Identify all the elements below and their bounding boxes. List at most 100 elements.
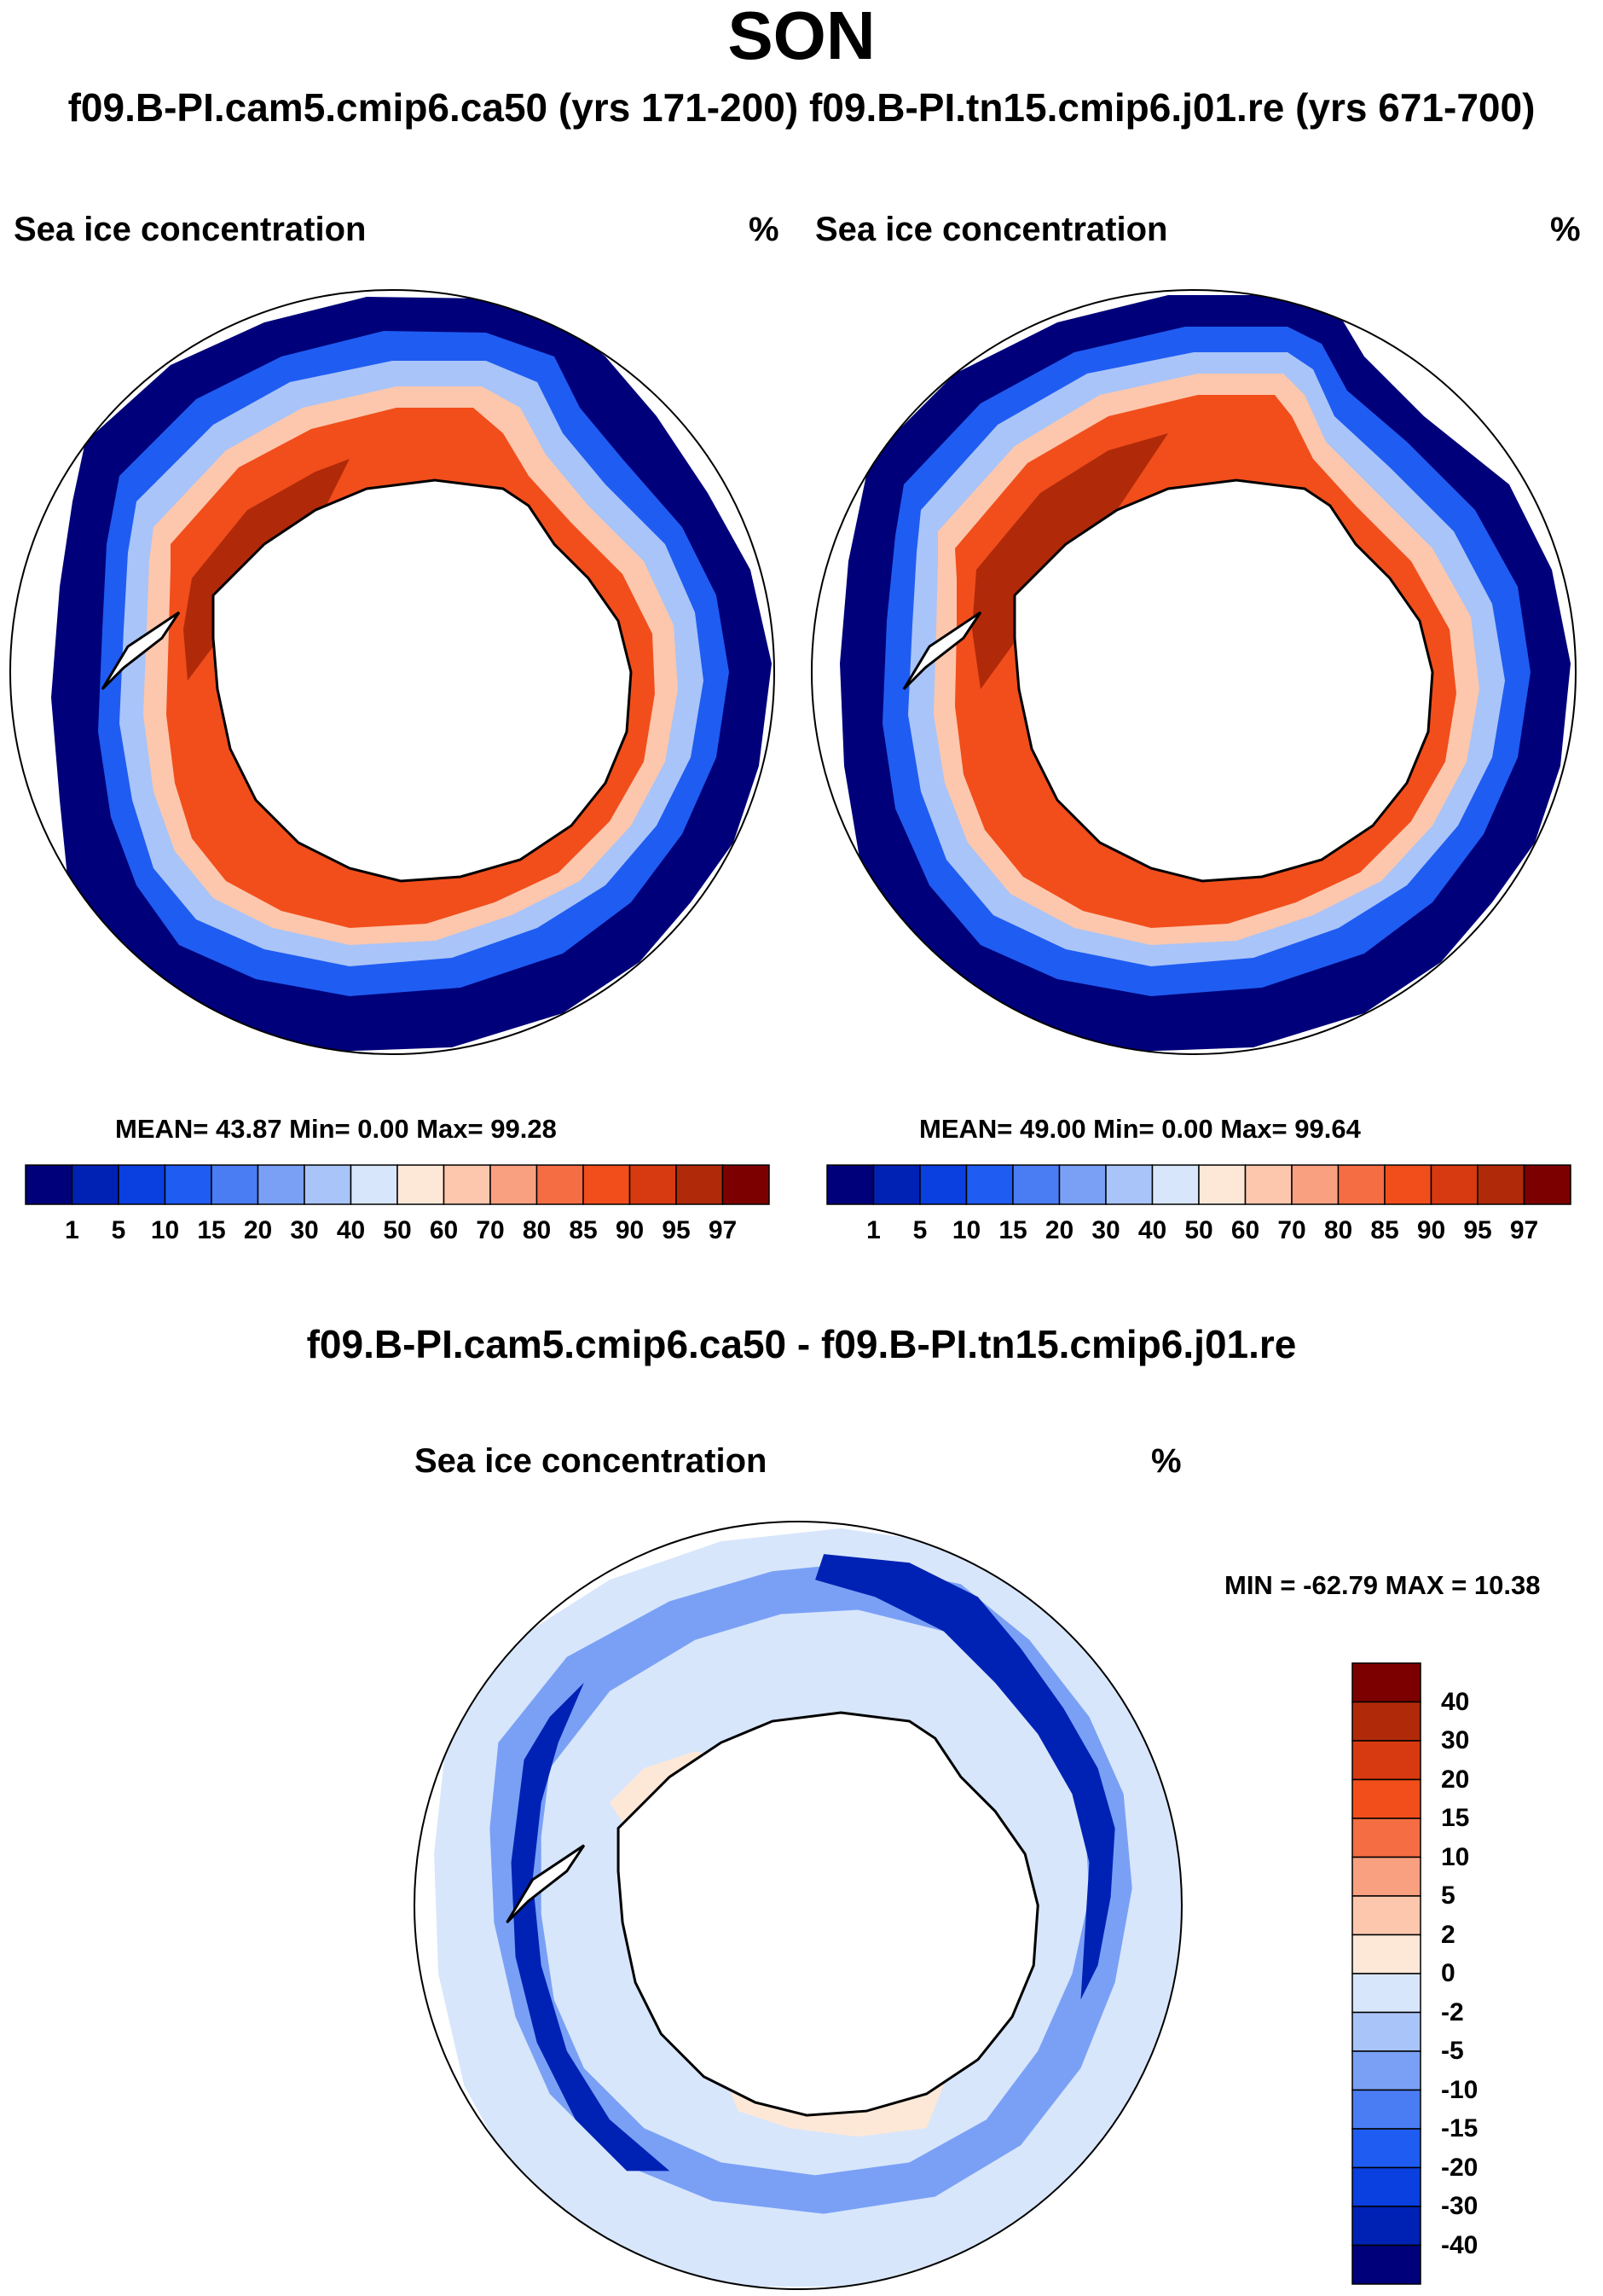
diff-colorbar-box xyxy=(1351,2050,1421,2091)
diff-colorbar-box xyxy=(1351,2166,1421,2207)
panel2-colorbar-box xyxy=(1337,1164,1386,1205)
panel1-polar-map xyxy=(9,289,775,1055)
panel1-colorbar-tick-label: 1 xyxy=(65,1216,79,1244)
panel1-colorbar-tick-label: 70 xyxy=(476,1216,505,1244)
panel2-colorbar-box xyxy=(919,1164,968,1205)
panel1-colorbar-tick-label: 97 xyxy=(708,1216,738,1244)
panel1-colorbar-box xyxy=(71,1164,119,1205)
panel1-colorbar xyxy=(25,1164,770,1205)
diff-colorbar-tick-label: 0 xyxy=(1441,1959,1455,1987)
panel2-colorbar-box xyxy=(965,1164,1014,1205)
diff-colorbar-tick-label: 20 xyxy=(1441,1765,1470,1794)
runs-title: f09.B-PI.cam5.cmip6.ca50 (yrs 171-200) f… xyxy=(67,85,1536,130)
panel1-colorbar-tick-label: 85 xyxy=(569,1216,598,1244)
panel2-antarctic-peninsula xyxy=(902,611,982,691)
panel2-colorbar-tick-label: 20 xyxy=(1045,1216,1074,1244)
diff-colorbar xyxy=(1351,1662,1421,2285)
panel2-colorbar-box xyxy=(826,1164,875,1205)
panel2-colorbar-tick-label: 50 xyxy=(1184,1216,1213,1244)
panel2-units-label: % xyxy=(1550,211,1581,248)
panel1-colorbar-box xyxy=(443,1164,491,1205)
panel2-colorbar-tick-label: 80 xyxy=(1323,1216,1353,1244)
diff-colorbar-tick-label: -20 xyxy=(1441,2153,1479,2182)
panel1-colorbar-box xyxy=(582,1164,631,1205)
panel2-colorbar-box xyxy=(1430,1164,1479,1205)
panel1-colorbar-tick-label: 40 xyxy=(336,1216,366,1244)
panel1-colorbar-box xyxy=(164,1164,212,1205)
panel1-units-label: % xyxy=(749,211,779,248)
panel1-colorbar-box xyxy=(535,1164,584,1205)
panel1-colorbar-box xyxy=(25,1164,73,1205)
panel2-polar-map xyxy=(811,289,1577,1055)
panel2-colorbar-tick-label: 5 xyxy=(912,1216,928,1244)
diff-colorbar-box xyxy=(1351,2244,1421,2285)
panel2-colorbar-box xyxy=(1058,1164,1107,1205)
panel2-colorbar-box xyxy=(1105,1164,1154,1205)
panel2-variable-label: Sea ice concentration xyxy=(815,211,1168,248)
diff-colorbar-box xyxy=(1351,1895,1421,1936)
diff-antarctica xyxy=(616,1711,1039,2117)
diff-colorbar-tick-label: 15 xyxy=(1441,1804,1470,1832)
diff-colorbar-tick-label: -5 xyxy=(1441,2037,1464,2065)
figure-title: SON xyxy=(727,0,876,73)
panel1-colorbar-box xyxy=(304,1164,352,1205)
panel1-colorbar-box xyxy=(211,1164,259,1205)
panel1-colorbar-box xyxy=(396,1164,445,1205)
panel2-colorbar-box xyxy=(872,1164,921,1205)
diff-variable-label: Sea ice concentration xyxy=(414,1442,767,1480)
panel1-colorbar-tick-label: 60 xyxy=(429,1216,459,1244)
panel2-colorbar-box xyxy=(1151,1164,1200,1205)
diff-colorbar-tick-label: 40 xyxy=(1441,1687,1470,1716)
panel1-variable-label: Sea ice concentration xyxy=(14,211,367,248)
panel2-colorbar-tick-label: 85 xyxy=(1370,1216,1399,1244)
panel1-colorbar-box xyxy=(489,1164,538,1205)
panel2-colorbar-box xyxy=(1291,1164,1340,1205)
diff-colorbar-tick-label: -15 xyxy=(1441,2114,1479,2142)
panel1-stats: MEAN= 43.87 Min= 0.00 Max= 99.28 xyxy=(115,1114,557,1144)
panel1-colorbar-tick-label: 95 xyxy=(662,1216,691,1244)
diff-colorbar-tick-label: -30 xyxy=(1441,2192,1479,2220)
panel1-colorbar-tick-label: 5 xyxy=(111,1216,126,1244)
panel2-colorbar-tick-label: 90 xyxy=(1416,1216,1446,1244)
panel2-colorbar-tick-label: 40 xyxy=(1137,1216,1167,1244)
panel2-colorbar-box xyxy=(1244,1164,1293,1205)
panel2-colorbar-tick-label: 1 xyxy=(866,1216,881,1244)
panel1-colorbar-tick-label: 30 xyxy=(290,1216,319,1244)
diff-region-strong-neg-west xyxy=(511,1682,670,2171)
panel2-colorbar-tick-label: 15 xyxy=(998,1216,1027,1244)
panel1-colorbar-box xyxy=(721,1164,770,1205)
diff-polar-map xyxy=(414,1521,1183,2290)
panel1-colorbar-tick-label: 10 xyxy=(150,1216,180,1244)
panel1-antarctic-peninsula xyxy=(101,611,181,691)
panel2-colorbar-box xyxy=(1384,1164,1432,1205)
diff-units-label: % xyxy=(1151,1442,1182,1480)
diff-colorbar-tick-label: -2 xyxy=(1441,1997,1464,2026)
diff-colorbar-box xyxy=(1351,2206,1421,2247)
panel1-colorbar-tick-label: 80 xyxy=(522,1216,552,1244)
panel1-colorbar-box xyxy=(350,1164,398,1205)
panel2-colorbar-box xyxy=(1012,1164,1061,1205)
diff-colorbar-box xyxy=(1351,1701,1421,1742)
panel2-colorbar-box xyxy=(1198,1164,1247,1205)
panel2-colorbar xyxy=(826,1164,1571,1205)
diff-antarctic-peninsula xyxy=(506,1844,586,1924)
panel1-colorbar-tick-label: 20 xyxy=(243,1216,273,1244)
panel2-colorbar-box xyxy=(1523,1164,1571,1205)
panel1-colorbar-box xyxy=(628,1164,677,1205)
diff-colorbar-tick-label: 30 xyxy=(1441,1726,1470,1754)
panel2-colorbar-tick-label: 95 xyxy=(1463,1216,1492,1244)
panel1-colorbar-box xyxy=(257,1164,305,1205)
diff-region-strong-neg-east xyxy=(815,1554,1115,2000)
diff-colorbar-box xyxy=(1351,2011,1421,2052)
diff-colorbar-box xyxy=(1351,1856,1421,1897)
diff-colorbar-tick-label: -40 xyxy=(1441,2230,1479,2259)
panel2-colorbar-tick-label: 30 xyxy=(1091,1216,1120,1244)
panel2-colorbar-box xyxy=(1477,1164,1525,1205)
diff-colorbar-box xyxy=(1351,1740,1421,1781)
panel2-antarctica xyxy=(1013,478,1434,883)
panel2-colorbar-tick-label: 97 xyxy=(1509,1216,1539,1244)
panel1-colorbar-tick-label: 15 xyxy=(197,1216,226,1244)
diff-colorbar-box xyxy=(1351,1818,1421,1858)
diff-colorbar-tick-label: 2 xyxy=(1441,1920,1455,1949)
diff-colorbar-box xyxy=(1351,2089,1421,2130)
